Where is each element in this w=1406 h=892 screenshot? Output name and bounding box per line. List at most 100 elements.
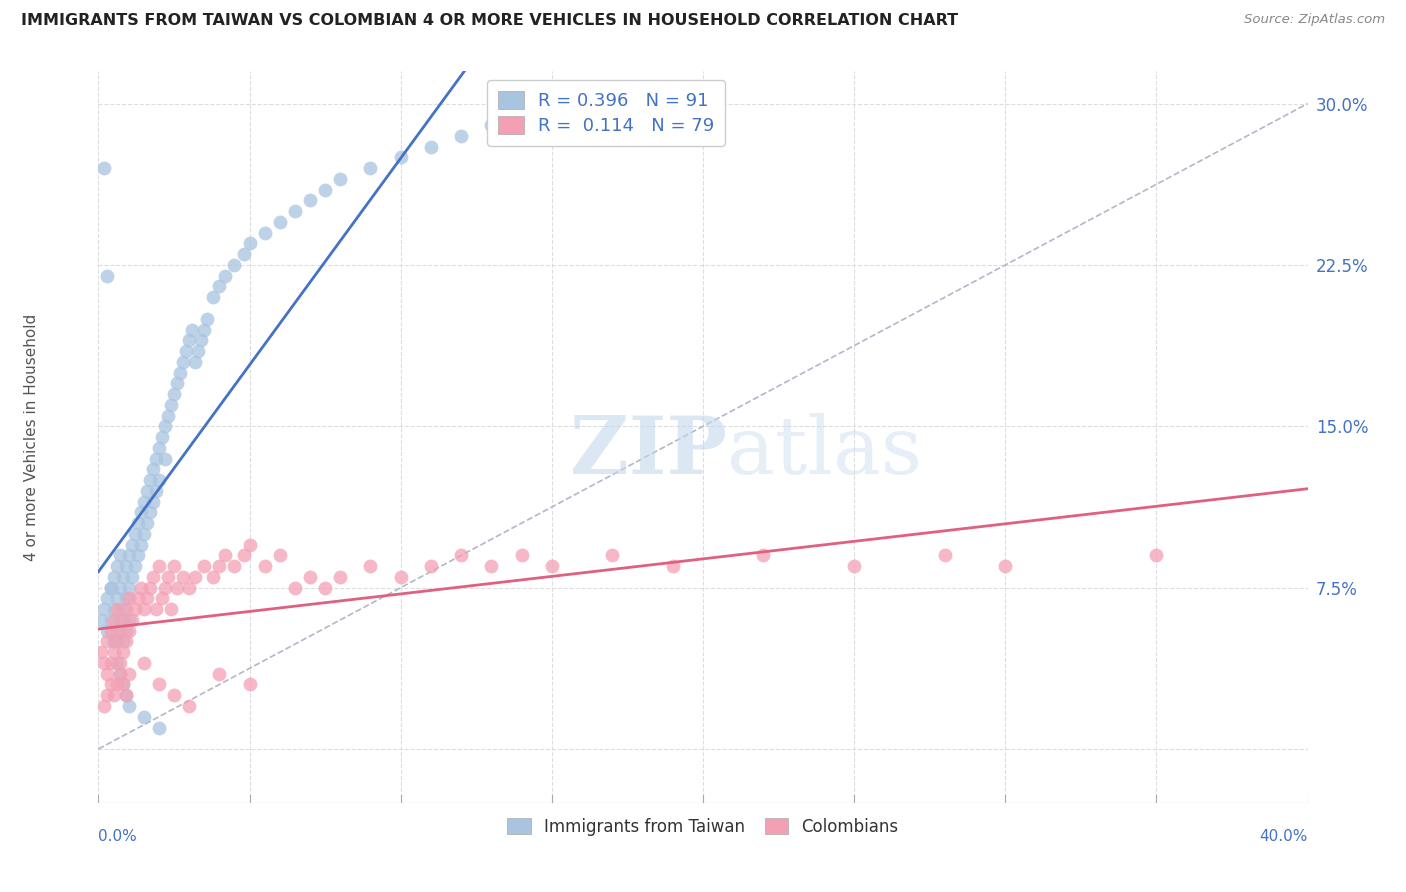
Point <box>994 559 1017 574</box>
Point <box>90 645 112 659</box>
Point <box>160 602 183 616</box>
Point <box>114 591 136 606</box>
Point <box>96 268 118 283</box>
Point <box>96 688 118 702</box>
Text: atlas: atlas <box>727 413 922 491</box>
Point <box>156 570 179 584</box>
Point <box>105 624 128 638</box>
Point <box>148 721 170 735</box>
Point <box>111 645 134 659</box>
Point <box>239 677 262 691</box>
Point <box>202 570 225 584</box>
Point <box>481 118 503 132</box>
Point <box>540 559 562 574</box>
Point <box>224 258 246 272</box>
Point <box>129 505 152 519</box>
Point <box>195 311 218 326</box>
Point <box>208 559 231 574</box>
Point <box>752 549 775 563</box>
Point <box>118 549 141 563</box>
Point <box>232 247 254 261</box>
Point <box>132 527 155 541</box>
Point <box>389 150 412 164</box>
Point <box>145 451 167 466</box>
Point <box>179 698 201 713</box>
Point <box>121 538 143 552</box>
Point <box>360 161 382 176</box>
Point <box>135 516 157 530</box>
Point <box>100 624 122 638</box>
Point <box>420 559 443 574</box>
Point <box>103 634 125 648</box>
Text: IMMIGRANTS FROM TAIWAN VS COLOMBIAN 4 OR MORE VEHICLES IN HOUSEHOLD CORRELATION : IMMIGRANTS FROM TAIWAN VS COLOMBIAN 4 OR… <box>21 13 959 29</box>
Point <box>96 624 118 638</box>
Point <box>105 634 128 648</box>
Point <box>184 570 207 584</box>
Point <box>163 387 186 401</box>
Point <box>132 602 155 616</box>
Point <box>114 624 136 638</box>
Point <box>450 128 472 143</box>
Point <box>214 268 236 283</box>
Point <box>602 96 624 111</box>
Point <box>96 634 118 648</box>
Point <box>661 559 683 574</box>
Point <box>108 549 131 563</box>
Point <box>420 139 443 153</box>
Point <box>179 333 201 347</box>
Point <box>202 290 225 304</box>
Point <box>111 570 134 584</box>
Point <box>111 634 134 648</box>
Point <box>360 559 382 574</box>
Point <box>269 215 291 229</box>
Point <box>142 494 165 508</box>
Point <box>148 473 170 487</box>
Point <box>145 602 167 616</box>
Point <box>208 666 231 681</box>
Point <box>103 634 125 648</box>
Point <box>602 549 624 563</box>
Point <box>108 624 131 638</box>
Point <box>844 559 866 574</box>
Point <box>108 666 131 681</box>
Text: ZIP: ZIP <box>571 413 727 491</box>
Point <box>129 538 152 552</box>
Point <box>214 549 236 563</box>
Point <box>253 226 276 240</box>
Text: Source: ZipAtlas.com: Source: ZipAtlas.com <box>1244 13 1385 27</box>
Point <box>1144 549 1167 563</box>
Point <box>132 710 155 724</box>
Point <box>299 570 322 584</box>
Point <box>163 688 186 702</box>
Point <box>103 602 125 616</box>
Point <box>114 602 136 616</box>
Point <box>108 656 131 670</box>
Point <box>105 677 128 691</box>
Point <box>389 570 412 584</box>
Point <box>540 107 562 121</box>
Point <box>208 279 231 293</box>
Point <box>90 613 112 627</box>
Point <box>100 656 122 670</box>
Point <box>153 581 176 595</box>
Point <box>129 581 152 595</box>
Point <box>124 602 146 616</box>
Point <box>127 549 149 563</box>
Point <box>111 602 134 616</box>
Point <box>93 161 115 176</box>
Legend: Immigrants from Taiwan, Colombians: Immigrants from Taiwan, Colombians <box>498 807 908 846</box>
Point <box>114 559 136 574</box>
Point <box>114 688 136 702</box>
Point <box>172 570 194 584</box>
Point <box>181 322 204 336</box>
Point <box>193 559 215 574</box>
Point <box>314 183 336 197</box>
Point <box>166 376 188 391</box>
Point <box>127 516 149 530</box>
Point <box>163 559 186 574</box>
Point <box>150 591 173 606</box>
Point <box>96 591 118 606</box>
Point <box>139 473 162 487</box>
Point <box>114 634 136 648</box>
Point <box>148 441 170 455</box>
